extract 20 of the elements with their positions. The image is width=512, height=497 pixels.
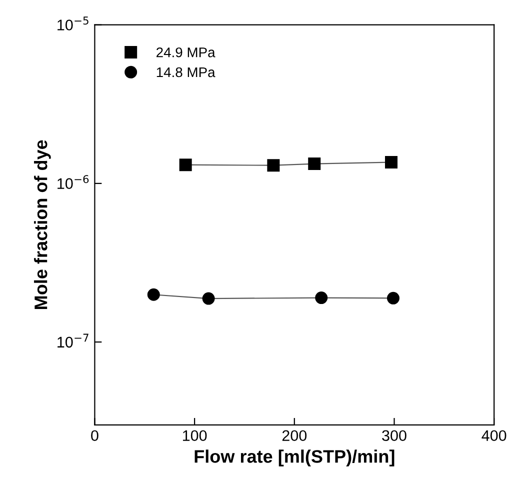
x-tick-label: 200 xyxy=(282,430,307,442)
y-tick-label: 10$^{−5}$ xyxy=(58,16,88,30)
x-tick-label: 400 xyxy=(482,430,506,442)
point xyxy=(386,292,400,304)
y-tick-label: 10$^{−7}$ xyxy=(58,334,88,348)
point xyxy=(267,159,280,172)
legend-label: 14.8 MPa xyxy=(156,67,216,78)
x-tick-label: 100 xyxy=(182,430,207,442)
point xyxy=(179,158,192,172)
x-axis-title: Flow rate [ml(STP)/min] xyxy=(194,450,394,466)
point xyxy=(202,292,215,305)
point xyxy=(315,292,328,304)
y-axis-title: Mole fraction of dye xyxy=(34,140,51,309)
point xyxy=(147,288,160,301)
x-tick-label: 300 xyxy=(382,430,406,442)
legend-label: 24.9 MPa xyxy=(156,47,216,58)
y-tick-label: 10$^{−6}$ xyxy=(58,175,89,189)
point xyxy=(384,156,398,169)
x-tick-label: 0 xyxy=(91,430,98,442)
point xyxy=(308,158,321,170)
